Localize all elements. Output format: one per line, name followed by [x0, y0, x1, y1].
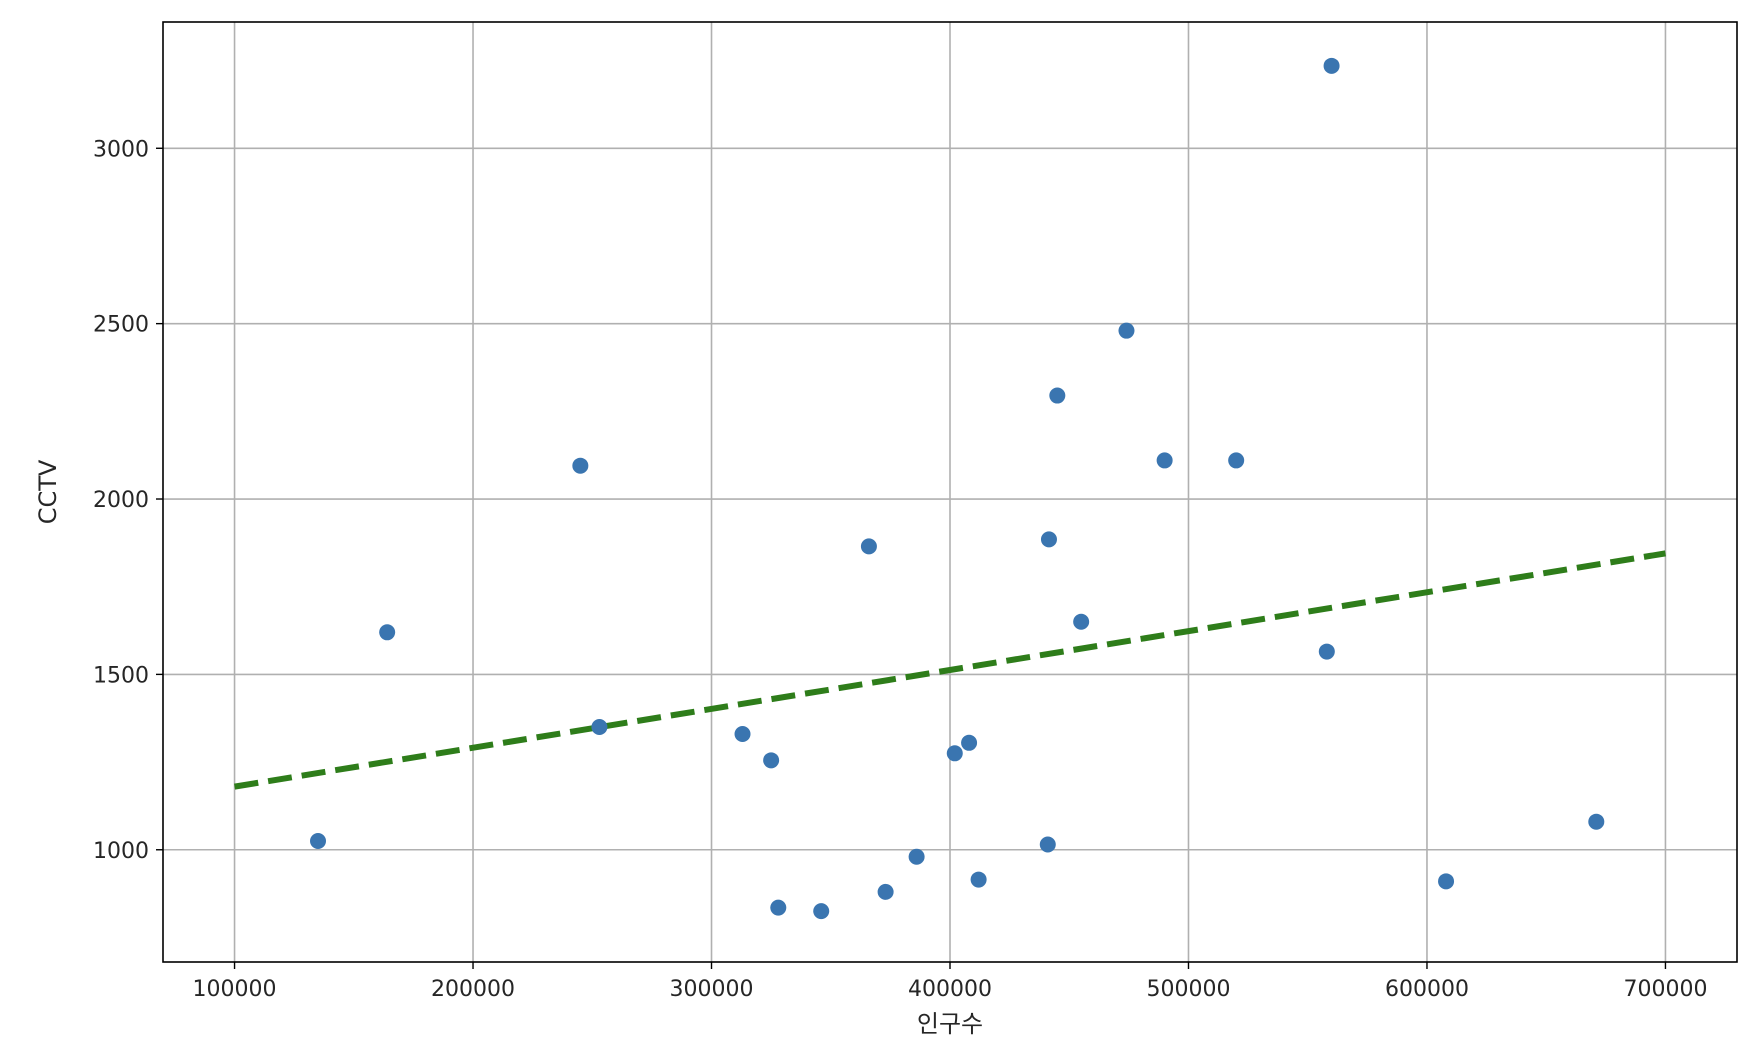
data-point — [813, 903, 830, 920]
data-point — [1039, 836, 1056, 853]
x-tick-label: 200000 — [431, 977, 515, 1002]
x-tick-label: 400000 — [908, 977, 992, 1002]
data-point — [379, 624, 396, 641]
data-point — [763, 752, 780, 769]
data-point — [1318, 643, 1335, 660]
data-point — [1073, 613, 1090, 630]
data-point — [1049, 387, 1066, 404]
gridlines — [163, 22, 1737, 962]
data-point — [310, 832, 327, 849]
y-tick-label: 1000 — [93, 839, 149, 864]
data-point — [860, 538, 877, 555]
x-tick-label: 100000 — [193, 977, 277, 1002]
axis-ticks: 100000 200000 300000 400000 500000 600000 7000… — [93, 137, 1707, 1002]
data-point — [572, 457, 589, 474]
data-point — [946, 745, 963, 762]
trend-line — [234, 550, 1666, 790]
data-point — [1588, 813, 1605, 830]
y-axis-label: CCTV — [34, 459, 62, 524]
x-axis-label: 인구수 — [917, 1010, 983, 1038]
data-point — [970, 871, 987, 888]
data-point — [1438, 873, 1455, 890]
y-tick-label: 2500 — [93, 313, 149, 338]
y-tick-label: 1500 — [93, 663, 149, 688]
data-point — [1228, 452, 1245, 469]
data-point — [1156, 452, 1173, 469]
data-points — [310, 57, 1605, 920]
data-point — [1323, 57, 1340, 74]
x-tick-label: 300000 — [670, 977, 754, 1002]
data-point — [908, 848, 925, 865]
trend-line-layer — [234, 550, 1666, 790]
x-tick-label: 500000 — [1146, 977, 1230, 1002]
data-point — [877, 883, 894, 900]
x-tick-label: 700000 — [1623, 977, 1707, 1002]
y-tick-label: 2000 — [93, 488, 149, 513]
data-point — [1118, 322, 1135, 339]
data-point — [591, 719, 608, 735]
x-tick-label: 600000 — [1385, 977, 1469, 1002]
y-tick-label: 3000 — [93, 137, 149, 162]
data-point — [1040, 531, 1057, 548]
data-point — [770, 899, 787, 916]
data-point — [961, 734, 978, 751]
data-point — [734, 726, 751, 743]
